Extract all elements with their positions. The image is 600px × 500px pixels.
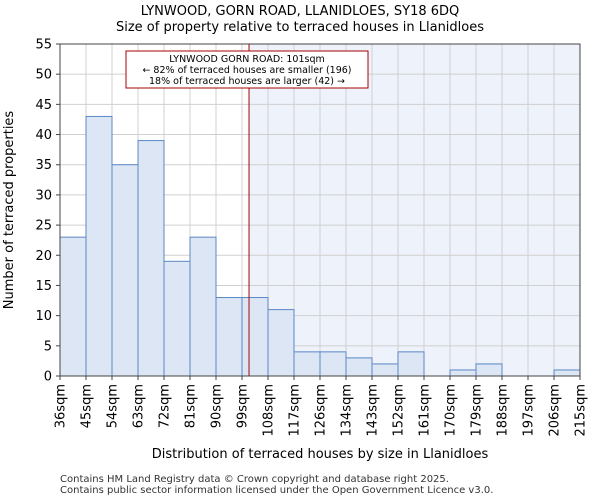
bar bbox=[345, 357, 373, 377]
annotation-line-2: ← 82% of terraced houses are smaller (19… bbox=[142, 65, 351, 76]
x-tick-label: 117sqm bbox=[288, 384, 303, 437]
y-axis-ticks: 0 5 10 15 20 25 30 35 40 45 50 55 bbox=[35, 38, 60, 385]
x-tick-label: 126sqm bbox=[314, 384, 329, 437]
larger-region-highlight bbox=[249, 44, 580, 376]
bar bbox=[189, 236, 217, 377]
x-tick-label: 197sqm bbox=[522, 384, 537, 437]
footer-line-2: Contains public sector information licen… bbox=[60, 485, 494, 496]
x-tick-label: 90sqm bbox=[210, 384, 225, 428]
bar bbox=[241, 297, 269, 377]
x-tick-label: 188sqm bbox=[496, 384, 511, 437]
y-tick-label: 30 bbox=[35, 188, 52, 203]
x-tick-label: 54sqm bbox=[106, 384, 121, 428]
x-axis-ticks: 36sqm 45sqm 54sqm 63sqm 72sqm 81sqm 90sqm 99sqm… bbox=[54, 376, 589, 437]
y-tick-label: 45 bbox=[35, 98, 52, 113]
y-tick-label: 50 bbox=[35, 68, 52, 83]
bar bbox=[553, 369, 581, 377]
y-tick-label: 35 bbox=[35, 158, 52, 173]
x-tick-label: 81sqm bbox=[184, 384, 199, 428]
x-tick-label: 108sqm bbox=[262, 384, 277, 437]
x-tick-label: 143sqm bbox=[366, 384, 381, 437]
annotation-box: LYNWOOD GORN ROAD: 101sqm ← 82% of terra… bbox=[125, 50, 369, 89]
chart-title: LYNWOOD, GORN ROAD, LLANIDLOES, SY18 6DQ bbox=[140, 4, 460, 19]
bar bbox=[215, 297, 243, 377]
x-tick-label: 215sqm bbox=[574, 384, 589, 437]
y-tick-label: 40 bbox=[35, 128, 52, 143]
x-tick-label: 152sqm bbox=[392, 384, 407, 437]
bar bbox=[475, 363, 503, 377]
y-tick-label: 0 bbox=[44, 370, 52, 385]
bars bbox=[59, 115, 581, 377]
annotation-line-1: LYNWOOD GORN ROAD: 101sqm bbox=[169, 54, 325, 65]
y-tick-label: 5 bbox=[44, 339, 52, 354]
y-tick-label: 10 bbox=[35, 309, 52, 324]
bar bbox=[397, 351, 425, 377]
y-axis-label: Number of terraced properties bbox=[2, 111, 17, 310]
bar bbox=[293, 351, 321, 377]
y-tick-label: 25 bbox=[35, 219, 52, 234]
x-tick-label: 45sqm bbox=[80, 384, 95, 428]
bar bbox=[449, 369, 477, 377]
x-tick-label: 99sqm bbox=[236, 384, 251, 428]
bar bbox=[267, 309, 295, 377]
x-tick-label: 206sqm bbox=[548, 384, 563, 437]
bar bbox=[319, 351, 347, 377]
x-tick-label: 161sqm bbox=[418, 384, 433, 437]
bar bbox=[163, 260, 191, 377]
bar bbox=[371, 363, 399, 377]
bar bbox=[111, 164, 139, 377]
annotation-frame bbox=[125, 50, 369, 89]
x-tick-label: 36sqm bbox=[54, 384, 69, 428]
bar bbox=[59, 236, 87, 377]
annotation-line-3: 18% of terraced houses are larger (42) → bbox=[149, 76, 345, 87]
footer-line-1: Contains HM Land Registry data © Crown c… bbox=[60, 474, 449, 485]
chart-subtitle: Size of property relative to terraced ho… bbox=[115, 20, 485, 35]
x-tick-label: 72sqm bbox=[158, 384, 173, 428]
bar bbox=[85, 115, 113, 377]
x-tick-label: 63sqm bbox=[132, 384, 147, 428]
bar bbox=[137, 140, 165, 377]
x-tick-label: 170sqm bbox=[444, 384, 459, 437]
x-tick-label: 179sqm bbox=[470, 384, 485, 437]
y-tick-label: 15 bbox=[35, 279, 52, 294]
x-tick-label: 134sqm bbox=[340, 384, 355, 437]
chart: 0 5 10 15 20 25 30 35 40 45 50 55 36sqm 45sqm 54sqm 63… bbox=[2, 38, 589, 463]
x-axis-label: Distribution of terraced houses by size … bbox=[152, 447, 489, 462]
y-tick-label: 20 bbox=[35, 249, 52, 264]
y-tick-label: 55 bbox=[35, 38, 52, 53]
